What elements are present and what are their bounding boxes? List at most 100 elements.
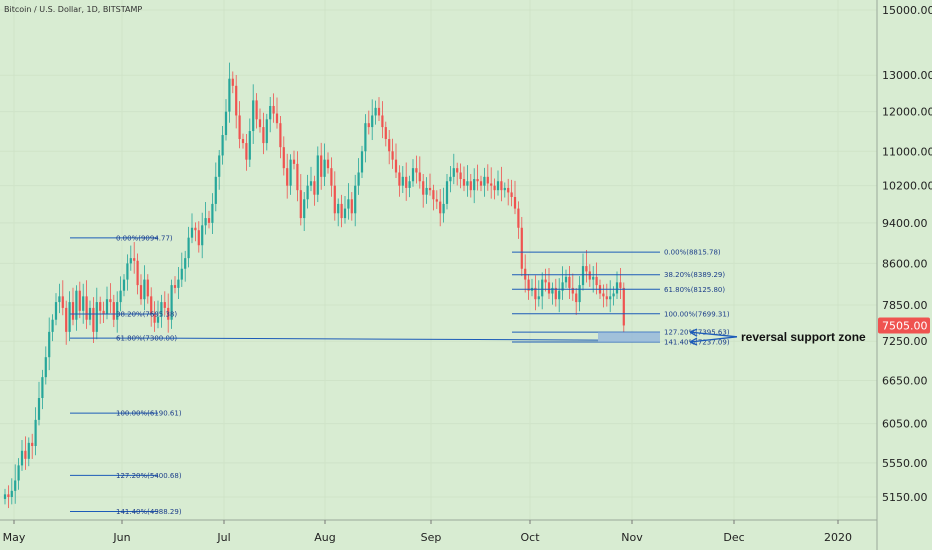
candle-body <box>3 494 7 499</box>
candle-body <box>150 296 153 314</box>
last-price-tag <box>878 317 930 334</box>
candle-body <box>445 181 449 204</box>
candle-body <box>422 181 425 195</box>
candle-body <box>31 442 34 447</box>
arrow-icon <box>689 336 738 346</box>
annotation-text: reversal support zone <box>741 330 866 344</box>
candle-body <box>235 85 238 116</box>
fib-label: 38.20%(8389.29) <box>664 271 725 279</box>
candle-body <box>133 258 136 261</box>
candle-body <box>602 293 605 297</box>
candle-body <box>534 287 537 300</box>
candle-body <box>473 179 476 191</box>
candle-body <box>619 282 622 288</box>
candle-body <box>126 263 129 280</box>
candle-body <box>146 279 149 297</box>
candle-body <box>37 398 41 420</box>
candle-body <box>364 123 367 152</box>
candle-body <box>214 176 217 204</box>
fib-label: 38.20%(7695.38) <box>116 311 177 319</box>
candle-body <box>452 168 455 177</box>
candle-body <box>105 299 109 314</box>
fib-label: 61.80%(7300.00) <box>116 335 177 343</box>
candle-body <box>58 296 61 303</box>
candle-body <box>333 185 336 214</box>
candle-body <box>51 319 54 332</box>
candle-body <box>299 190 302 219</box>
y-axis[interactable]: 15000.00 13000.00 12000.00 11000.00 10200.00… <box>882 4 932 504</box>
x-tick-label: May <box>3 531 26 544</box>
y-tick-label: 7850.00 <box>882 299 928 312</box>
candle-body <box>493 185 496 191</box>
candle-body <box>428 187 432 191</box>
candle-body <box>350 199 353 214</box>
candle-body <box>160 302 163 317</box>
candle-body <box>435 199 438 202</box>
candle-body <box>255 100 258 120</box>
candle-body <box>119 290 122 303</box>
candle-body <box>524 268 527 280</box>
candle-body <box>136 260 139 286</box>
candle-body <box>296 163 299 191</box>
y-tick-label: 6050.00 <box>882 418 928 431</box>
fib-label: 100.00%(7699.31) <box>664 310 730 318</box>
candle-body <box>78 290 81 311</box>
candle-body <box>442 203 445 214</box>
candle-body <box>398 172 401 186</box>
grid <box>0 0 877 520</box>
support-zone <box>598 332 660 343</box>
candle-body <box>248 131 251 160</box>
fib-label: 0.00%(9094.77) <box>116 234 173 242</box>
candle-body <box>360 151 364 173</box>
candle-body <box>381 115 384 128</box>
candle-body <box>163 302 166 308</box>
x-tick-label: Nov <box>621 531 643 544</box>
candle-body <box>564 276 568 283</box>
candle-body <box>384 127 387 140</box>
candle-body <box>415 168 418 173</box>
candle-body <box>391 151 394 160</box>
candles <box>3 62 625 509</box>
candle-body <box>340 203 343 219</box>
candle-body <box>483 176 486 186</box>
y-tick-label: 13000.00 <box>882 69 932 82</box>
candle-body <box>581 266 585 286</box>
candle-body <box>245 143 248 160</box>
candle-body <box>54 302 58 320</box>
y-tick-label: 11000.00 <box>882 145 932 158</box>
y-tick-label: 6650.00 <box>882 375 928 388</box>
candle-body <box>449 176 452 182</box>
x-tick-label: Jun <box>112 531 130 544</box>
candle-body <box>371 115 374 128</box>
candle-body <box>109 299 112 303</box>
fib-label: 61.80%(8125.80) <box>664 286 725 294</box>
candle-body <box>496 181 500 191</box>
candle-body <box>561 282 564 291</box>
x-tick-label: Oct <box>520 531 540 544</box>
candle-body <box>337 203 340 214</box>
support-zone-connector <box>157 337 599 341</box>
candle-body <box>207 218 211 223</box>
candle-body <box>272 105 275 114</box>
candle-body <box>275 113 279 124</box>
candle-body <box>201 225 204 246</box>
candle-body <box>377 107 381 116</box>
candle-body <box>347 199 350 209</box>
candle-body <box>323 159 326 177</box>
fib-label: 141.40%(7237.09) <box>664 339 730 347</box>
candle-body <box>41 377 44 399</box>
candle-body <box>156 316 160 323</box>
candle-body <box>262 127 265 144</box>
fib-label: 127.20%(5400.68) <box>116 472 182 480</box>
candle-body <box>75 290 78 320</box>
candle-body <box>143 279 146 300</box>
fibonacci-levels: 0.00%(9094.77) 38.20%(7695.38) 61.80%(7300… <box>70 234 730 516</box>
x-axis[interactable]: May Jun Jul Aug Sep Oct Nov Dec 2020 <box>3 520 852 544</box>
candle-body <box>27 442 30 459</box>
candle-body <box>279 123 282 148</box>
candle-body <box>537 296 540 300</box>
candle-body <box>588 271 591 280</box>
candle-body <box>432 190 435 200</box>
arrow-icon <box>689 328 738 338</box>
